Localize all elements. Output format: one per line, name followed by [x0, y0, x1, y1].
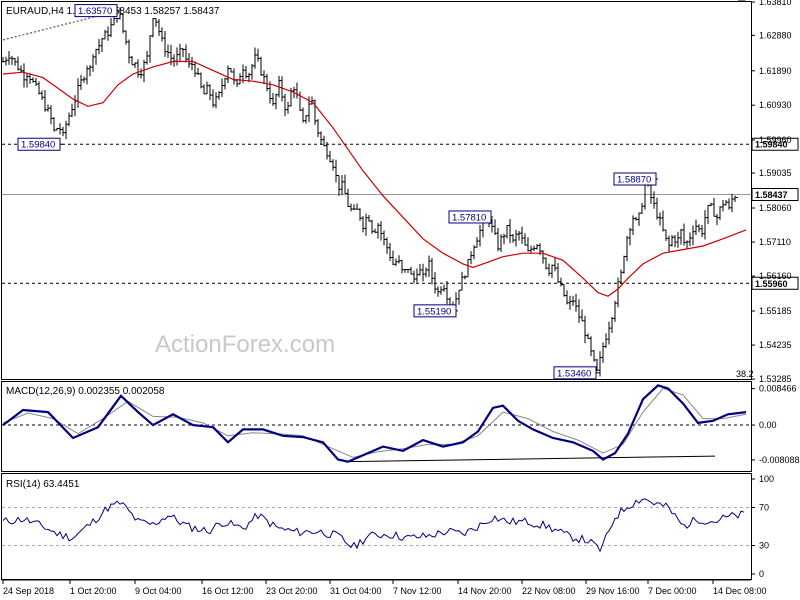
rsi-y-label: 30 [759, 541, 769, 551]
price-y-label: 1.59035 [759, 168, 792, 178]
price-panel: EURAUD,H4 1.58266 1.58453 1.58257 1.5843… [1, 0, 799, 384]
rsi-panel-title: RSI(14) 63.4451 [6, 479, 80, 490]
level-tag-box [751, 137, 799, 151]
price-panel-frame [1, 1, 752, 380]
macd-y-label: 0.00 [759, 420, 777, 430]
rsi-y-axis: 100 70 30 0 [751, 474, 774, 579]
rsi-line [2, 498, 745, 553]
rsi-panel: RSI(14) 63.4451 100 70 30 0 [1, 473, 774, 580]
price-annotation-label: 1.53460 [557, 368, 591, 379]
x-axis-label: 29 Nov 16:00 [586, 586, 640, 596]
price-annotation-label: 1.55190 [417, 306, 451, 317]
price-y-label: 1.59960 [759, 135, 792, 145]
macd-panel-title: MACD(12,26,9) 0.002355 0.002058 [6, 386, 165, 397]
price-y-axis: 1.63810 1.62880 1.61890 1.60930 1.59960 1.590… [751, 0, 792, 384]
x-axis-label: 1 Oct 20:00 [70, 586, 117, 596]
rsi-y-label: 0 [759, 569, 764, 579]
price-y-label: 1.63810 [759, 0, 792, 7]
x-axis-label: 14 Nov 20:00 [458, 586, 512, 596]
price-y-label: 1.57110 [759, 237, 791, 247]
price-annotations: 1.63570 1.59840 1.57810 1.55190 1.58870 1.534… [17, 4, 658, 380]
price-series [1, 0, 747, 377]
price-y-label: 1.53285 [759, 374, 792, 384]
price-annotation-label: 1.57810 [452, 212, 486, 223]
price-levels: 1.59840 1.55960 1.58437 [2, 137, 799, 290]
macd-line [2, 384, 747, 463]
price-annotation-label: 1.63570 [78, 6, 112, 17]
rsi-series [2, 498, 745, 553]
level-tag-label: 1.58437 [755, 190, 788, 200]
x-axis-label: 24 Sep 2018 [3, 586, 54, 596]
rsi-levels [2, 507, 751, 546]
level-tag-box [751, 188, 799, 202]
macd-y-label: 0.008466 [759, 384, 797, 394]
price-y-label: 1.56160 [759, 271, 792, 281]
macd-signal-line [2, 387, 747, 458]
macd-panel-frame [1, 381, 752, 472]
price-y-label: 1.58060 [759, 203, 792, 213]
fib-label: 38.2 [736, 369, 754, 379]
x-axis-label: 7 Dec 00:00 [648, 586, 697, 596]
price-y-label: 1.62880 [759, 30, 792, 40]
level-tag-label: 1.59840 [755, 140, 788, 150]
rsi-y-label: 100 [759, 474, 774, 484]
level-tag-label: 1.55960 [755, 279, 788, 289]
price-annotation-label: 1.58870 [617, 174, 651, 185]
x-axis-label: 22 Nov 08:00 [522, 586, 576, 596]
macd-y-label: -0.008088 [759, 455, 800, 465]
level-tag-box [751, 276, 799, 290]
price-y-label: 1.54235 [759, 340, 792, 350]
watermark: ActionForex.com [155, 331, 335, 358]
time-x-axis: 24 Sep 2018 1 Oct 20:00 9 Oct 04:00 16 Oct … [2, 579, 767, 596]
x-axis-label: 7 Nov 12:00 [393, 586, 442, 596]
x-axis-label: 14 Dec 08:00 [713, 586, 767, 596]
price-y-label: 1.61890 [759, 66, 792, 76]
macd-divergence-line [347, 455, 716, 463]
price-y-label: 1.60930 [759, 100, 792, 110]
x-axis-label: 9 Oct 04:00 [135, 586, 182, 596]
price-annotation-label: 1.59840 [21, 140, 55, 151]
moving-average-line [2, 60, 747, 297]
x-axis-label: 23 Oct 20:00 [266, 586, 318, 596]
rsi-y-label: 70 [759, 503, 769, 513]
macd-series [2, 384, 747, 463]
x-axis-label: 31 Oct 04:00 [330, 586, 382, 596]
macd-panel: MACD(12,26,9) 0.002355 0.002058 0.008466… [1, 381, 800, 472]
macd-y-axis: 0.008466 0.00 -0.008088 [751, 384, 800, 465]
rsi-panel-frame [1, 473, 752, 580]
price-y-label: 1.55185 [759, 306, 792, 316]
x-axis-label: 16 Oct 12:00 [202, 586, 254, 596]
